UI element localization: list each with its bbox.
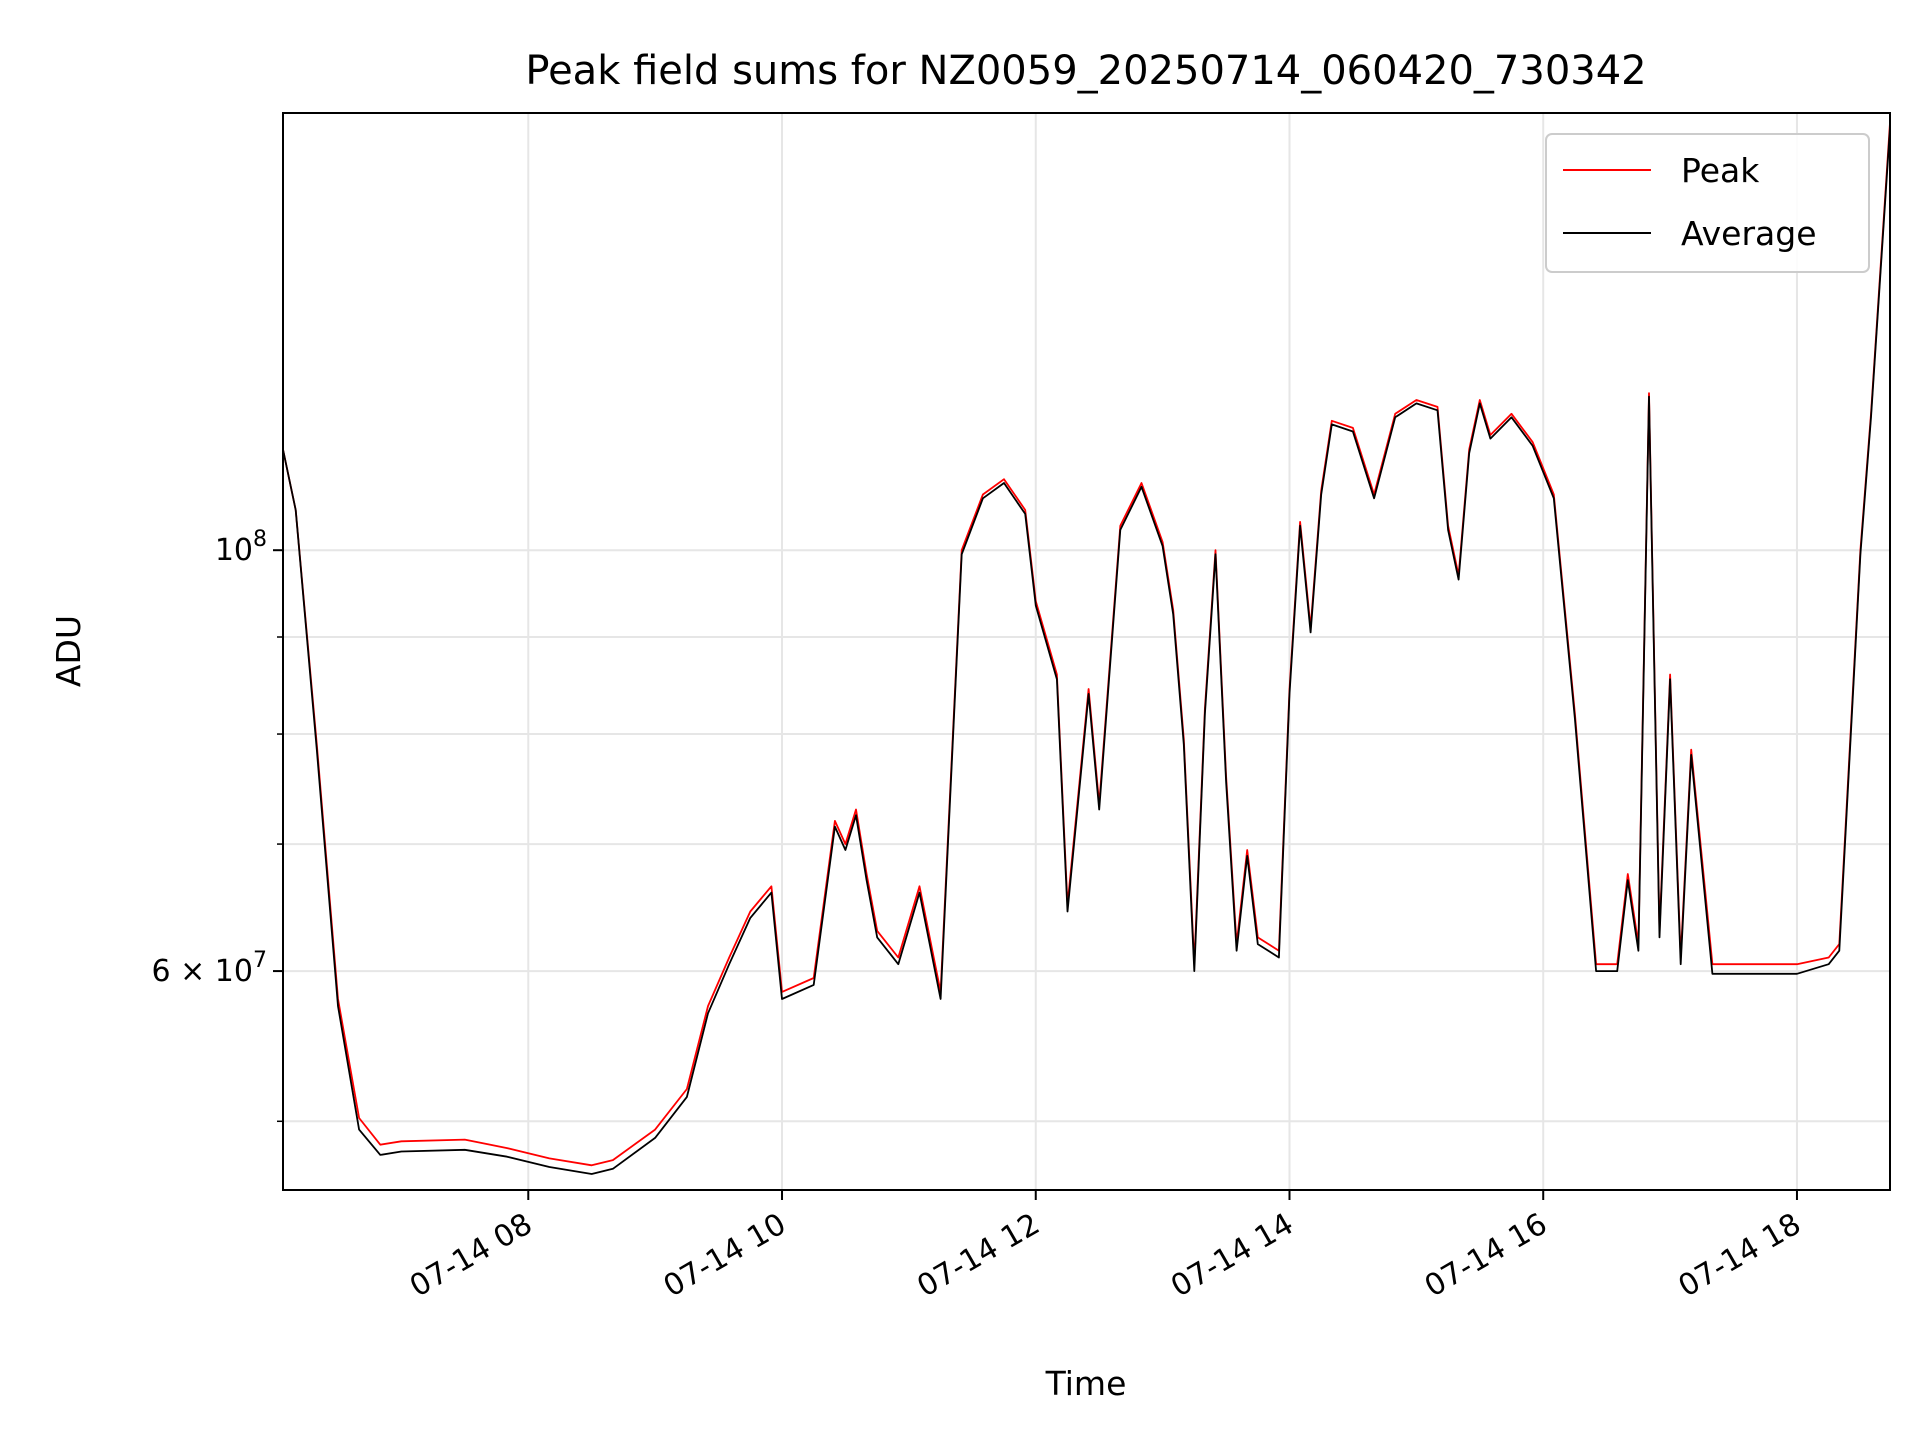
y-axis-label: ADU: [49, 615, 88, 687]
y-tick-label: 108: [215, 527, 267, 568]
grid: [283, 113, 1890, 1190]
y-axis: 108 6 × 107: [152, 527, 283, 1123]
series-line-average: [283, 127, 1890, 1175]
y-tick-label: 6 × 107: [152, 948, 267, 989]
legend-label-average: Average: [1681, 214, 1817, 253]
x-axis-label: Time: [1045, 1364, 1127, 1403]
legend: Peak Average: [1545, 133, 1870, 273]
series-layer: [283, 122, 1890, 1175]
chart-title: Peak field sums for NZ0059_20250714_0604…: [525, 48, 1646, 94]
plot-frame: [282, 112, 1891, 1191]
legend-box: [1545, 133, 1870, 273]
legend-label-peak: Peak: [1681, 151, 1760, 190]
